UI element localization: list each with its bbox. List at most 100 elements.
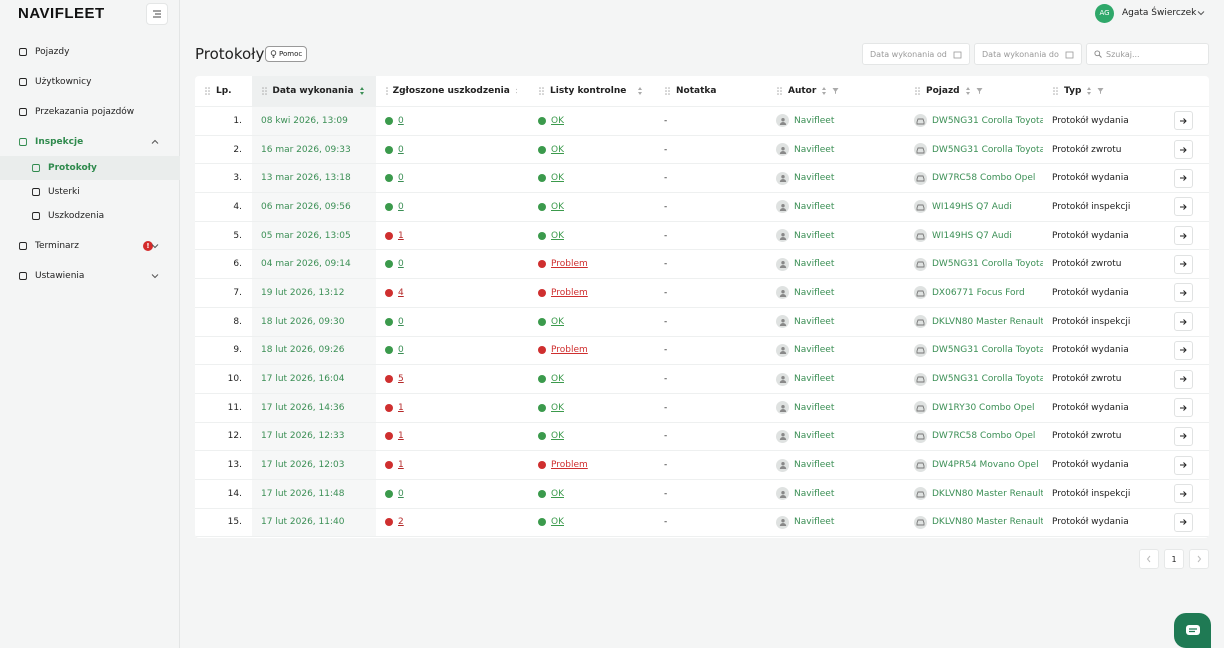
vehicle[interactable]: DW5NG31 Corolla Toyota xyxy=(932,144,1043,155)
table-row[interactable]: 9. 18 lut 2026, 09:26 0 Problem - Navifleet DW… xyxy=(195,336,1209,366)
table-row[interactable]: 6. 04 mar 2026, 09:14 0 Problem - Navifleet DW… xyxy=(195,250,1209,280)
vehicle[interactable]: DW5NG31 Corolla Toyota xyxy=(932,259,1043,270)
damages-count[interactable]: 0 xyxy=(398,115,404,126)
date-from-filter[interactable]: Data wykonania od xyxy=(862,43,970,65)
table-row[interactable]: 4. 06 mar 2026, 09:56 0 OK - Navifleet WI149HS… xyxy=(195,193,1209,222)
table-row[interactable]: 14. 17 lut 2026, 11:48 0 OK - Navifleet DKLVN8… xyxy=(195,479,1209,509)
table-row[interactable]: 2. 16 mar 2026, 09:33 0 OK - Navifleet DW5NG31… xyxy=(195,135,1209,165)
open-button[interactable] xyxy=(1174,340,1193,360)
damages-count[interactable]: 0 xyxy=(398,173,404,184)
column-header[interactable]: Lp. xyxy=(195,76,252,106)
damages-count[interactable]: 0 xyxy=(398,201,404,212)
nav-item[interactable]: Ustawienia xyxy=(0,265,180,287)
date-to-filter[interactable]: Data wykonania do xyxy=(974,43,1082,65)
nav-subitem[interactable]: Usterki xyxy=(0,181,180,203)
open-button[interactable] xyxy=(1174,312,1193,332)
damages-count[interactable]: 1 xyxy=(398,460,404,471)
damages-count[interactable]: 5 xyxy=(398,374,404,385)
page-number[interactable]: 1 xyxy=(1164,549,1184,569)
checklist-status[interactable]: Problem xyxy=(551,287,588,298)
table-row[interactable]: 10. 17 lut 2026, 16:04 5 OK - Navifleet DW5NG3… xyxy=(195,365,1209,394)
open-button[interactable] xyxy=(1174,369,1193,389)
checklist-status[interactable]: OK xyxy=(551,517,564,528)
damages-count[interactable]: 4 xyxy=(398,287,404,298)
damages-count[interactable]: 0 xyxy=(398,488,404,499)
user-chevron[interactable] xyxy=(1197,9,1205,17)
avatar[interactable]: AG xyxy=(1095,4,1114,23)
checklist-status[interactable]: OK xyxy=(551,402,564,413)
next-page[interactable] xyxy=(1189,549,1209,569)
open-button[interactable] xyxy=(1174,226,1193,246)
table-row[interactable]: 3. 13 mar 2026, 13:18 0 OK - Navifleet DW7RC58… xyxy=(195,164,1209,194)
checklist-status[interactable]: OK xyxy=(551,431,564,442)
vehicle[interactable]: DW5NG31 Corolla Toyota xyxy=(932,115,1043,126)
vehicle[interactable]: DW4PR54 Movano Opel xyxy=(932,460,1039,471)
nav-item[interactable]: Przekazania pojazdów xyxy=(0,101,180,123)
nav-item[interactable]: Pojazdy xyxy=(0,41,180,63)
checklist-status[interactable]: Problem xyxy=(551,259,588,270)
damages-count[interactable]: 1 xyxy=(398,230,404,241)
checklist-status[interactable]: OK xyxy=(551,316,564,327)
column-header[interactable]: Typ xyxy=(1043,76,1160,106)
checklist-status[interactable]: OK xyxy=(551,173,564,184)
nav-item[interactable]: Terminarz! xyxy=(0,235,180,257)
vehicle[interactable]: DX06771 Focus Ford xyxy=(932,287,1025,298)
vehicle[interactable]: DW5NG31 Corolla Toyota xyxy=(932,374,1043,385)
vehicle[interactable]: DW1RY30 Combo Opel xyxy=(932,402,1035,413)
table-row[interactable]: 1. 08 kwi 2026, 13:09 0 OK - Navifleet DW5NG31… xyxy=(195,107,1209,136)
damages-count[interactable]: 0 xyxy=(398,345,404,356)
user-name[interactable]: Agata Świerczek xyxy=(1122,8,1197,18)
vehicle[interactable]: DW5NG31 Corolla Toyota xyxy=(932,345,1043,356)
open-button[interactable] xyxy=(1174,398,1193,418)
checklist-status[interactable]: OK xyxy=(551,201,564,212)
column-header[interactable]: Notatka xyxy=(655,76,767,106)
column-header[interactable]: Listy kontrolne xyxy=(529,76,655,106)
checklist-status[interactable]: Problem xyxy=(551,460,588,471)
column-header[interactable]: Pojazd xyxy=(905,76,1043,106)
vehicle[interactable]: DW7RC58 Combo Opel xyxy=(932,173,1036,184)
open-button[interactable] xyxy=(1174,197,1193,217)
vehicle[interactable]: DKLVN80 Master Renault xyxy=(932,316,1043,327)
table-row[interactable]: 11. 17 lut 2026, 14:36 1 OK - Navifleet DW1RY3… xyxy=(195,393,1209,423)
vehicle[interactable]: DW7RC58 Combo Opel xyxy=(932,431,1036,442)
table-row[interactable]: 15. 17 lut 2026, 11:40 2 OK - Navifleet DKLVN8… xyxy=(195,508,1209,538)
damages-count[interactable]: 0 xyxy=(398,259,404,270)
checklist-status[interactable]: OK xyxy=(551,374,564,385)
chat-button[interactable] xyxy=(1174,613,1211,648)
open-button[interactable] xyxy=(1174,254,1193,274)
damages-count[interactable]: 0 xyxy=(398,144,404,155)
table-row[interactable]: 13. 17 lut 2026, 12:03 1 Problem - Navifleet D… xyxy=(195,451,1209,480)
checklist-status[interactable]: OK xyxy=(551,115,564,126)
damages-count[interactable]: 1 xyxy=(398,431,404,442)
open-button[interactable] xyxy=(1174,512,1193,532)
open-button[interactable] xyxy=(1174,283,1193,303)
table-row[interactable]: 8. 18 lut 2026, 09:30 0 OK - Navifleet DKLVN80… xyxy=(195,307,1209,337)
table-row[interactable]: 5. 05 mar 2026, 13:05 1 OK - Navifleet WI149HS… xyxy=(195,221,1209,251)
open-button[interactable] xyxy=(1174,111,1193,131)
vehicle[interactable]: DKLVN80 Master Renault xyxy=(932,488,1043,499)
open-button[interactable] xyxy=(1174,168,1193,188)
menu-toggle[interactable] xyxy=(146,3,168,25)
table-row[interactable]: 12. 17 lut 2026, 12:33 1 OK - Navifleet DW7RC5… xyxy=(195,422,1209,452)
vehicle[interactable]: WI149HS Q7 Audi xyxy=(932,201,1012,212)
checklist-status[interactable]: OK xyxy=(551,230,564,241)
damages-count[interactable]: 1 xyxy=(398,402,404,413)
help-button[interactable]: Pomoc xyxy=(265,46,308,62)
open-button[interactable] xyxy=(1174,426,1193,446)
checklist-status[interactable]: OK xyxy=(551,144,564,155)
nav-item[interactable]: Użytkownicy xyxy=(0,71,180,93)
nav-subitem[interactable]: Protokoły xyxy=(0,156,180,180)
search-input[interactable]: Szukaj... xyxy=(1086,43,1209,65)
open-button[interactable] xyxy=(1174,484,1193,504)
column-header[interactable]: Zgłoszone uszkodzenia xyxy=(376,76,529,106)
column-header[interactable]: Autor xyxy=(767,76,905,106)
checklist-status[interactable]: OK xyxy=(551,488,564,499)
column-header[interactable]: Data wykonania xyxy=(252,76,376,106)
checklist-status[interactable]: Problem xyxy=(551,345,588,356)
damages-count[interactable]: 0 xyxy=(398,316,404,327)
open-button[interactable] xyxy=(1174,455,1193,475)
vehicle[interactable]: DKLVN80 Master Renault xyxy=(932,517,1043,528)
nav-item[interactable]: Inspekcje xyxy=(0,131,180,153)
nav-subitem[interactable]: Uszkodzenia xyxy=(0,205,180,227)
open-button[interactable] xyxy=(1174,140,1193,160)
